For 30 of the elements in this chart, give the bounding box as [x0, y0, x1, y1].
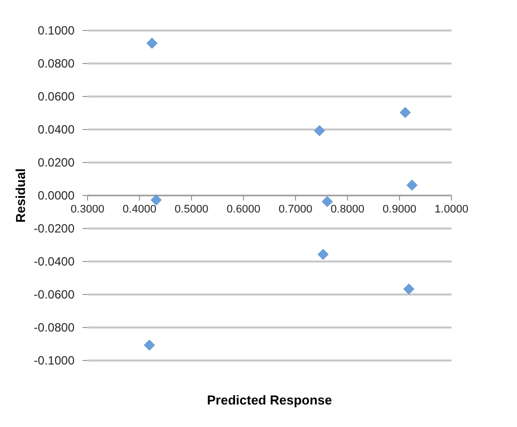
x-tick-label: 0.9000	[382, 204, 416, 216]
y-axis-title: Residual	[12, 168, 28, 223]
y-tick-label: -0.0200	[34, 222, 75, 236]
y-tick-label: 0.0800	[38, 56, 75, 70]
x-tick-label: 0.7000	[278, 204, 312, 216]
y-tick-label: -0.1000	[34, 354, 75, 368]
point	[322, 196, 333, 208]
point	[400, 107, 411, 118]
y-tick-label: -0.0600	[34, 288, 75, 302]
y-tick-label: 0.0200	[38, 156, 75, 170]
y-tick-label: 0.0000	[38, 188, 75, 202]
y-tick-label: -0.0400	[34, 254, 75, 268]
y-tick-label: 0.1000	[38, 24, 75, 38]
point	[146, 38, 158, 49]
x-tick-label: 0.5000	[174, 204, 208, 216]
point	[144, 340, 155, 351]
point	[318, 248, 329, 260]
point	[403, 284, 414, 295]
y-tick-label: 0.0600	[38, 90, 75, 104]
x-tick-label: 0.6000	[226, 204, 260, 216]
y-tick-label: 0.0400	[38, 122, 75, 136]
x-tick-label: 1.0000	[434, 204, 468, 216]
x-tick-label: 0.4000	[122, 204, 156, 216]
x-tick-label: 0.8000	[330, 204, 364, 216]
y-tick-label: -0.0800	[34, 320, 75, 334]
x-axis-title: Predicted Response	[207, 392, 332, 408]
x-tick-label: 0.3000	[70, 204, 104, 216]
point	[314, 125, 325, 136]
point	[406, 180, 418, 191]
point	[150, 194, 162, 206]
